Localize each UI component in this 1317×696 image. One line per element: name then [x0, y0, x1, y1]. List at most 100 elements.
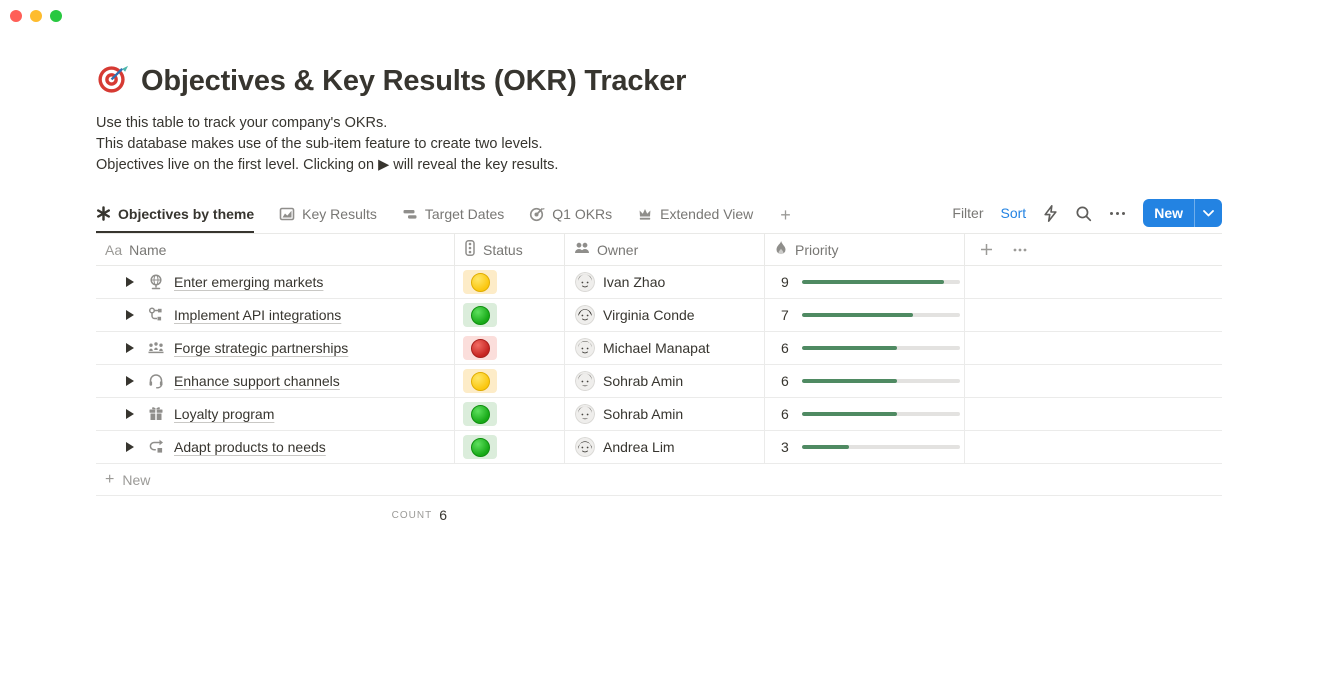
- search-icon[interactable]: [1075, 205, 1092, 222]
- name-cell[interactable]: Enhance support channels: [96, 365, 455, 397]
- new-row-button[interactable]: + New: [96, 464, 1222, 496]
- expand-toggle[interactable]: [122, 307, 138, 323]
- status-badge[interactable]: [463, 435, 497, 459]
- area-chart-icon: [279, 206, 295, 222]
- status-badge[interactable]: [463, 336, 497, 360]
- name-cell[interactable]: Enter emerging markets: [96, 266, 455, 298]
- priority-bar: [802, 445, 960, 449]
- name-cell[interactable]: Adapt products to needs: [96, 431, 455, 463]
- expand-toggle[interactable]: [122, 439, 138, 455]
- status-cell[interactable]: [455, 365, 565, 397]
- status-cell[interactable]: [455, 299, 565, 331]
- row-title[interactable]: Forge strategic partnerships: [174, 340, 349, 356]
- calculation-row: count 6: [96, 496, 1222, 534]
- column-header-priority[interactable]: Priority: [765, 234, 965, 265]
- avatar: [575, 272, 595, 292]
- row-title[interactable]: Implement API integrations: [174, 307, 342, 323]
- timeline-icon: [402, 206, 418, 222]
- column-label: Owner: [597, 241, 639, 258]
- description-line: This database makes use of the sub-item …: [96, 136, 543, 152]
- column-header-owner[interactable]: Owner: [565, 234, 765, 265]
- avatar: [575, 338, 595, 358]
- priority-cell[interactable]: 6: [765, 398, 965, 430]
- flame-icon: [774, 240, 788, 259]
- crown-icon: [637, 206, 653, 222]
- column-header-name[interactable]: Aa Name: [96, 234, 455, 265]
- tab-label: Objectives by theme: [118, 205, 255, 222]
- status-badge[interactable]: [463, 369, 497, 393]
- name-cell[interactable]: Forge strategic partnerships: [96, 332, 455, 364]
- owner-cell[interactable]: Andrea Lim: [565, 431, 765, 463]
- owner-cell[interactable]: Sohrab Amin: [565, 398, 765, 430]
- count-calculation[interactable]: count 6: [96, 496, 455, 534]
- sort-button[interactable]: Sort: [1000, 205, 1027, 221]
- status-cell[interactable]: [455, 266, 565, 298]
- description-line: Objectives live on the first level. Clic…: [96, 157, 559, 173]
- priority-cell[interactable]: 3: [765, 431, 965, 463]
- table-row: Adapt products to needs Andrea Lim 3: [96, 431, 1222, 464]
- minimize-window-button[interactable]: [30, 10, 42, 22]
- people-icon: [574, 241, 590, 258]
- tab-q1-okrs[interactable]: Q1 OKRs: [529, 197, 612, 233]
- triangle-right-icon: [126, 277, 134, 287]
- status-badge[interactable]: [463, 303, 497, 327]
- row-title[interactable]: Enter emerging markets: [174, 274, 324, 290]
- status-cell[interactable]: [455, 398, 565, 430]
- chevron-down-icon[interactable]: [1194, 199, 1222, 227]
- tab-target-dates[interactable]: Target Dates: [402, 197, 504, 233]
- empty-cell: [965, 266, 1222, 298]
- page-description: Use this table to track your company's O…: [96, 113, 1222, 176]
- meeting-icon: [147, 339, 165, 357]
- expand-toggle[interactable]: [122, 274, 138, 290]
- triangle-right-icon: [126, 376, 134, 386]
- status-cell[interactable]: [455, 431, 565, 463]
- add-column-button[interactable]: [980, 243, 993, 256]
- row-title[interactable]: Adapt products to needs: [174, 439, 326, 455]
- new-button[interactable]: New: [1143, 199, 1222, 227]
- owner-name: Michael Manapat: [603, 340, 710, 356]
- priority-value: 9: [781, 274, 789, 290]
- table-header-extra: [965, 234, 1222, 265]
- owner-cell[interactable]: Sohrab Amin: [565, 365, 765, 397]
- expand-toggle[interactable]: [122, 340, 138, 356]
- name-cell[interactable]: Loyalty program: [96, 398, 455, 430]
- row-title[interactable]: Enhance support channels: [174, 373, 340, 389]
- expand-toggle[interactable]: [122, 373, 138, 389]
- table-row: Enter emerging markets Ivan Zhao 9: [96, 266, 1222, 299]
- status-badge[interactable]: [463, 270, 497, 294]
- row-title[interactable]: Loyalty program: [174, 406, 275, 422]
- bolt-icon[interactable]: [1043, 204, 1058, 222]
- column-header-status[interactable]: Status: [455, 234, 565, 265]
- table-row: Forge strategic partnerships Michael Man…: [96, 332, 1222, 365]
- view-tabs: Objectives by theme Key Results: [96, 197, 793, 233]
- tab-extended-view[interactable]: Extended View: [637, 197, 753, 233]
- name-cell[interactable]: Implement API integrations: [96, 299, 455, 331]
- gift-icon: [147, 405, 165, 423]
- priority-cell[interactable]: 6: [765, 332, 965, 364]
- filter-button[interactable]: Filter: [952, 205, 984, 221]
- priority-cell[interactable]: 9: [765, 266, 965, 298]
- yellow-circle-icon: [470, 272, 490, 292]
- priority-bar: [802, 379, 960, 383]
- owner-cell[interactable]: Michael Manapat: [565, 332, 765, 364]
- tab-objectives-by-theme[interactable]: Objectives by theme: [96, 197, 255, 233]
- expand-toggle[interactable]: [122, 406, 138, 422]
- priority-value: 7: [781, 307, 789, 323]
- tab-key-results[interactable]: Key Results: [279, 197, 377, 233]
- status-cell[interactable]: [455, 332, 565, 364]
- avatar: [575, 305, 595, 325]
- column-label: Name: [129, 241, 167, 258]
- priority-cell[interactable]: 7: [765, 299, 965, 331]
- status-badge[interactable]: [463, 402, 497, 426]
- priority-cell[interactable]: 6: [765, 365, 965, 397]
- add-view-button[interactable]: +: [778, 197, 793, 233]
- owner-cell[interactable]: Virginia Conde: [565, 299, 765, 331]
- zoom-window-button[interactable]: [50, 10, 62, 22]
- table-options-icon[interactable]: [1013, 248, 1027, 252]
- owner-cell[interactable]: Ivan Zhao: [565, 266, 765, 298]
- priority-value: 6: [781, 406, 789, 422]
- empty-cell: [965, 431, 1222, 463]
- more-options-icon[interactable]: [1109, 211, 1126, 216]
- owner-name: Ivan Zhao: [603, 274, 666, 290]
- close-window-button[interactable]: [10, 10, 22, 22]
